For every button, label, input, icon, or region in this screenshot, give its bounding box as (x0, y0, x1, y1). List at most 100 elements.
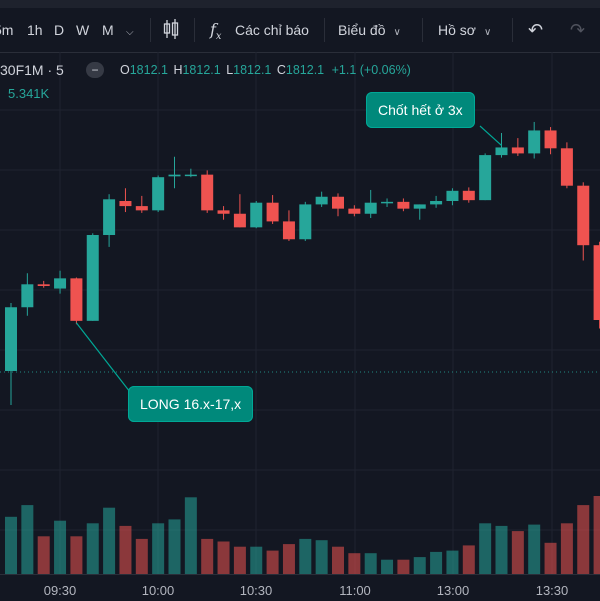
interval-5m[interactable]: 5m (0, 22, 14, 38)
volume-bar (5, 516, 17, 574)
volume-bar (152, 523, 165, 574)
candle-body (70, 278, 83, 321)
volume-bar (233, 546, 246, 574)
open-key: O (120, 63, 130, 77)
candle-body (381, 201, 394, 204)
volume-bar (446, 550, 459, 574)
volume-bar (135, 538, 148, 574)
indicators-fx-icon[interactable]: fx (210, 20, 222, 43)
volume-bar (282, 544, 295, 574)
high-value: 1812.1 (182, 63, 221, 77)
low-key: L (226, 63, 234, 77)
volume-bar (103, 507, 116, 574)
volume-bar (21, 505, 34, 574)
candle-body (250, 202, 263, 228)
volume-bar (495, 525, 508, 574)
symbol-label[interactable]: 30F1M · 5 (0, 62, 64, 78)
interval-dropdown-chevron-icon[interactable]: ⌵ (126, 27, 134, 38)
toolbar-divider (150, 18, 151, 42)
candle-body (544, 130, 557, 149)
volume-bar (70, 536, 83, 574)
volume-bar (119, 525, 132, 574)
volume-bar (544, 542, 557, 574)
candle-body (21, 284, 34, 308)
chart-toolbar: 5m 1h D W M ⌵ fx Các chỉ báo Biểu đồ ∨ Hồ… (0, 8, 600, 53)
time-axis[interactable]: 09:30 10:00 10:30 11:00 13:00 13:30 (0, 574, 600, 601)
open-value: 1812.1 (129, 63, 168, 77)
low-value: 1812.1 (233, 63, 272, 77)
interval-1h[interactable]: 1h (27, 22, 43, 38)
candle-body (413, 204, 426, 209)
long-entry-callout[interactable]: LONG 16.x-17,x (128, 386, 254, 422)
profile-button[interactable]: Hồ sơ ∨ (438, 18, 491, 42)
candle-body (528, 130, 541, 154)
volume-bar (560, 523, 573, 574)
volume-bar (266, 550, 279, 574)
volume-value: 5.341K (8, 86, 50, 101)
candle-body (315, 196, 328, 205)
take-profit-callout[interactable]: Chốt hết ở 3x (366, 92, 475, 128)
symbol-legend: 30F1M · 5 − O1812.1 H1812.1 L1812.1 C181… (0, 58, 600, 82)
volume-bar (250, 546, 263, 574)
candle-body (593, 245, 600, 320)
candle-body (495, 147, 508, 156)
candle-body (135, 206, 148, 211)
candle-body (397, 201, 410, 209)
close-key: C (276, 63, 286, 77)
toolbar-divider (194, 18, 195, 42)
change-value: +1.1 (+0.06%) (331, 63, 411, 77)
x-tick-label: 10:00 (141, 583, 175, 598)
candle-body (168, 174, 181, 177)
candle-body (152, 177, 165, 211)
candle-body (577, 185, 590, 246)
candle-body (430, 201, 443, 205)
volume-bar (332, 546, 344, 574)
hide-legend-button[interactable]: − (86, 62, 104, 78)
volume-bar (397, 559, 410, 574)
candle-body (479, 155, 492, 201)
candle-body (119, 201, 132, 207)
candle-body (5, 307, 17, 371)
chevron-down-icon: ∨ (393, 27, 401, 38)
candle-body (282, 221, 295, 240)
candle-body (560, 148, 573, 186)
indicators-button[interactable]: Các chỉ báo (235, 22, 309, 38)
volume-bar (86, 523, 99, 574)
candle-body (54, 278, 67, 289)
toolbar-divider (324, 18, 325, 42)
interval-m[interactable]: M (102, 22, 114, 38)
interval-w[interactable]: W (76, 22, 90, 38)
undo-icon[interactable]: ↶ (528, 20, 544, 40)
volume-bar (364, 553, 377, 574)
volume-bar (217, 541, 230, 574)
volume-bar (430, 551, 443, 574)
candle-body (184, 174, 197, 177)
candle-body (446, 190, 459, 201)
candles-icon[interactable] (162, 18, 180, 42)
candle-body (364, 202, 377, 214)
candle-body (462, 190, 475, 201)
close-value: 1812.1 (285, 63, 325, 77)
volume-bar (201, 538, 214, 574)
redo-icon[interactable]: ↷ (570, 20, 586, 40)
volume-bar (168, 519, 181, 574)
long-callout-pointer (75, 322, 131, 393)
chart-type-button[interactable]: Biểu đồ ∨ (338, 18, 401, 42)
high-key: H (173, 63, 183, 77)
volume-bar (299, 538, 312, 574)
chevron-down-icon: ∨ (483, 27, 492, 38)
candle-body (511, 147, 524, 154)
x-tick-label: 13:30 (535, 583, 569, 598)
candle-body (233, 213, 246, 228)
candle-body (86, 235, 99, 321)
volume-bar (54, 520, 67, 574)
volume-bar (413, 557, 426, 574)
x-tick-label: 11:00 (339, 583, 371, 598)
take-profit-callout-pointer (479, 125, 502, 146)
interval-d[interactable]: D (54, 22, 65, 38)
volume-bar (381, 559, 394, 574)
volume-bar (348, 553, 361, 574)
candle-body (266, 202, 279, 222)
candle-body (299, 204, 312, 240)
